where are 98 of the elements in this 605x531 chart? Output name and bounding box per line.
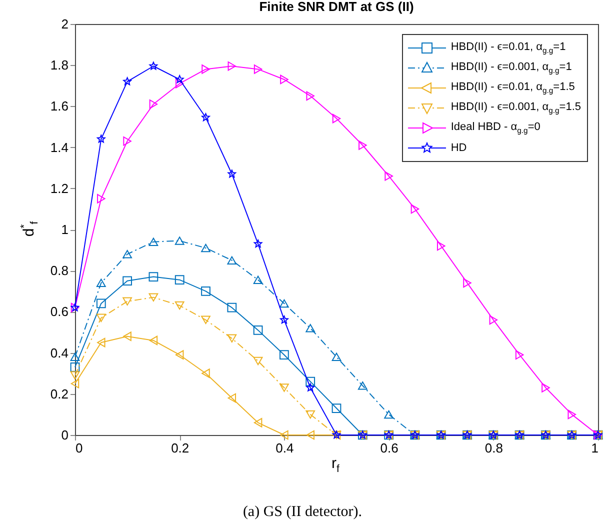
- point: [358, 140, 367, 150]
- point: [306, 410, 316, 419]
- point: [149, 99, 158, 109]
- point: [97, 194, 106, 204]
- point: [122, 276, 132, 286]
- legend-label: HBD(II) - ϵ=0.01, α$_{g.g}$=1: [450, 40, 566, 56]
- point: [280, 74, 288, 84]
- point: [306, 91, 314, 101]
- point: [227, 334, 237, 343]
- y-tick-label: 1.6: [50, 98, 68, 114]
- point: [149, 336, 158, 346]
- point: [174, 236, 184, 245]
- x-tick-label: 0.4: [276, 440, 294, 456]
- y-tick-label: 1.8: [50, 58, 68, 73]
- x-tick-label: 0.6: [380, 440, 398, 456]
- point: [463, 278, 472, 288]
- point: [175, 350, 184, 360]
- point: [280, 316, 288, 324]
- point: [122, 297, 132, 306]
- point: [332, 404, 342, 413]
- point: [148, 272, 158, 282]
- x-tick-label: 0.2: [171, 440, 190, 456]
- point: [410, 204, 420, 214]
- point: [384, 410, 394, 419]
- point: [96, 134, 106, 143]
- point: [70, 378, 80, 388]
- y-tick-label: 1.4: [50, 140, 68, 155]
- point: [202, 113, 210, 122]
- point: [149, 62, 158, 70]
- point: [332, 114, 341, 124]
- y-tick-label: 1: [61, 222, 68, 237]
- legend-label: HD: [450, 142, 467, 154]
- legend-label: Ideal HBD - α$_{g.g}$=0: [450, 120, 540, 136]
- point: [306, 376, 316, 386]
- point: [123, 136, 132, 146]
- y-tick-label: 0.6: [50, 304, 68, 320]
- y-tick-label: 0.2: [50, 386, 68, 402]
- point: [123, 77, 132, 86]
- point: [174, 301, 184, 310]
- legend-label: HBD(II) - ϵ=0.001, α$_{g.g}$=1.5: [450, 100, 581, 116]
- point: [280, 350, 289, 360]
- legend-label: HBD(II) - ϵ=0.001, α$_{g.g}$=1: [450, 60, 572, 76]
- text: (a) GS (II detector).: [242, 504, 364, 521]
- point: [97, 338, 106, 348]
- point: [174, 275, 184, 285]
- point: [332, 352, 342, 362]
- point: [201, 244, 210, 252]
- y-tick-label: 0.8: [50, 263, 68, 278]
- point: [202, 64, 210, 74]
- point: [70, 371, 80, 380]
- point: [202, 368, 210, 378]
- point: [358, 382, 368, 390]
- point: [70, 352, 80, 362]
- point: [253, 276, 263, 284]
- point: [254, 240, 262, 248]
- point: [70, 362, 80, 372]
- point: [280, 430, 288, 440]
- point: [253, 326, 263, 335]
- point: [306, 430, 314, 440]
- point: [96, 298, 106, 308]
- point: [489, 315, 498, 325]
- point: [542, 383, 550, 392]
- point: [306, 324, 316, 332]
- point: [515, 350, 524, 360]
- y-tick-label: 0.4: [50, 345, 68, 360]
- y-tick-label: 0: [61, 428, 68, 442]
- point: [175, 78, 184, 88]
- y-tick-label: 2: [61, 16, 68, 32]
- y-tick-label: 1.2: [50, 180, 68, 196]
- point: [96, 314, 106, 322]
- point: [201, 286, 210, 296]
- point: [148, 238, 158, 246]
- point: [228, 61, 236, 71]
- point: [280, 384, 289, 392]
- x-axis-title: r$_{f}$: [332, 455, 340, 475]
- point: [228, 393, 236, 403]
- point: [175, 75, 184, 84]
- x-tick-label: 0: [76, 440, 83, 456]
- point: [253, 356, 263, 366]
- point: [568, 410, 576, 420]
- point: [436, 241, 446, 251]
- point: [280, 299, 289, 308]
- point: [227, 256, 237, 264]
- point: [122, 250, 132, 258]
- x-tick-label: 1: [591, 440, 598, 456]
- point: [254, 418, 262, 428]
- point: [148, 293, 158, 302]
- point: [96, 278, 106, 288]
- point: [254, 64, 262, 74]
- point: [201, 316, 210, 324]
- point: [228, 170, 236, 178]
- point: [123, 332, 132, 342]
- point: [306, 383, 315, 392]
- point: [227, 302, 237, 312]
- x-tick-label: 0.8: [484, 440, 503, 456]
- chart-title: Finite SNR DMT at GS (II): [259, 0, 414, 14]
- point: [384, 171, 393, 181]
- legend-label: HBD(II) - ϵ=0.01, α$_{g.g}$=1.5: [450, 80, 575, 96]
